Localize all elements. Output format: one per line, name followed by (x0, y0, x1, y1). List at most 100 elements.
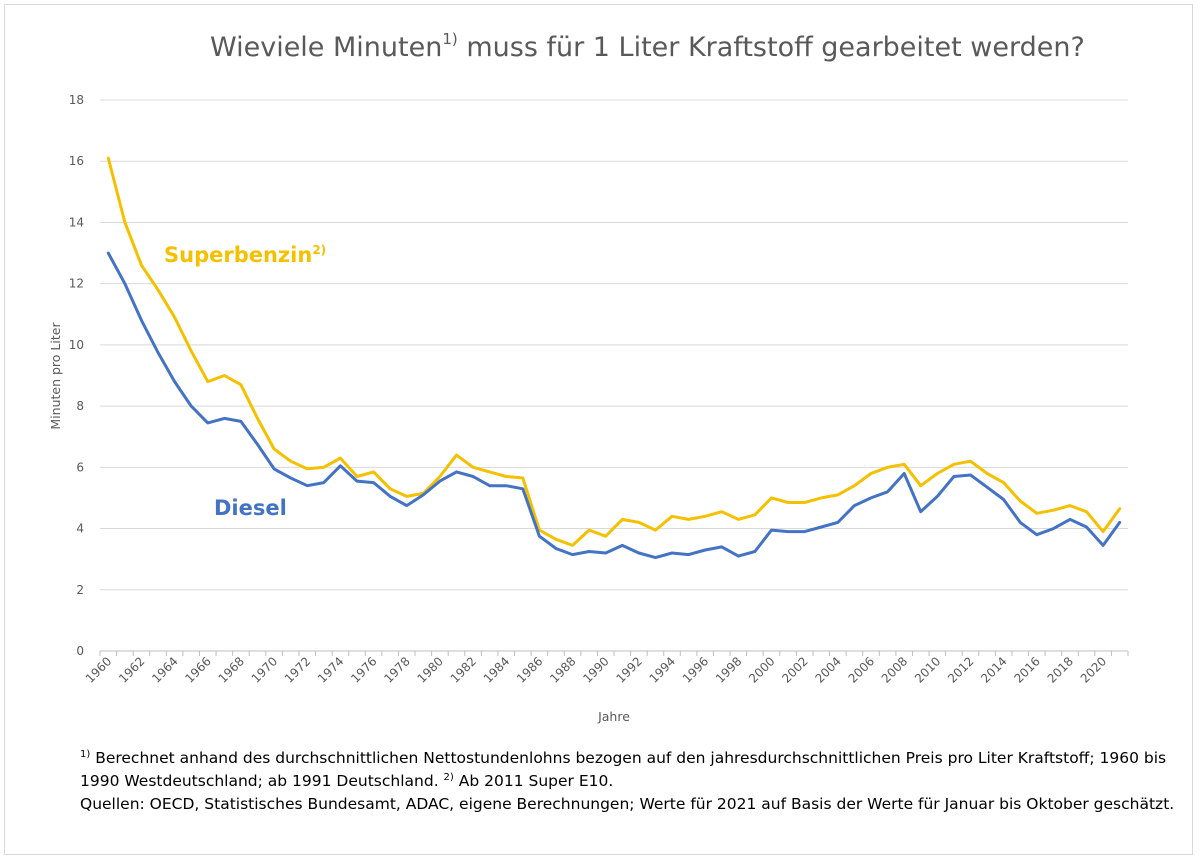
series-lines (106, 156, 1122, 560)
superbenzin-point-2020 (1102, 530, 1104, 532)
y-tick-label-0: 0 (76, 644, 84, 658)
y-tick-label-10: 10 (69, 338, 84, 352)
diesel-point-2021 (1119, 521, 1121, 523)
diesel-point-1971 (289, 477, 291, 479)
superbenzin-point-1983 (488, 471, 490, 473)
x-tick-label-1990: 1990 (580, 654, 611, 685)
x-tick-label-1980: 1980 (415, 654, 446, 685)
x-tick-label-1996: 1996 (680, 654, 711, 685)
diesel-point-1969 (256, 443, 258, 445)
diesel-point-1983 (488, 485, 490, 487)
x-tick-label-2008: 2008 (879, 654, 910, 685)
x-tick-label-1986: 1986 (514, 654, 545, 685)
x-tick-label-2016: 2016 (1011, 654, 1042, 685)
superbenzin-point-2000 (770, 497, 772, 499)
diesel-point-1998 (737, 555, 739, 557)
superbenzin-point-1968 (240, 383, 242, 385)
x-tick-label-1994: 1994 (647, 654, 678, 685)
diesel-point-2017 (1052, 527, 1054, 529)
superbenzin-point-1967 (223, 374, 225, 376)
superbenzin-series-label: Superbenzin2) (164, 243, 326, 267)
y-tick-label-4: 4 (76, 522, 84, 536)
superbenzin-point-2021 (1119, 507, 1121, 509)
x-tick-label-1982: 1982 (448, 654, 479, 685)
diesel-point-1973 (323, 481, 325, 483)
diesel-point-2012 (969, 474, 971, 476)
x-tick-label-1974: 1974 (315, 654, 346, 685)
diesel-point-1964 (173, 380, 175, 382)
superbenzin-point-2019 (1085, 511, 1087, 513)
diesel-point-1982 (472, 475, 474, 477)
x-tick-label-1972: 1972 (282, 654, 313, 685)
diesel-point-2000 (770, 529, 772, 531)
superbenzin-point-2016 (1036, 512, 1038, 514)
diesel-point-1987 (555, 547, 557, 549)
diesel-point-1967 (223, 417, 225, 419)
diesel-point-1996 (704, 549, 706, 551)
x-tick-label-2012: 2012 (945, 654, 976, 685)
chart-title-footnote-mark: 1) (442, 30, 458, 48)
diesel-point-1975 (356, 480, 358, 482)
footnote-1-marker: 1) (80, 749, 91, 760)
diesel-point-1986 (538, 535, 540, 537)
superbenzin-point-1992 (638, 521, 640, 523)
superbenzin-point-1982 (472, 466, 474, 468)
x-axis-ticks: 1960 1962 1964 1966 1968 1970 1972 1974 1976 1978… (83, 654, 1109, 685)
y-tick-label-12: 12 (69, 277, 84, 291)
diesel-line (106, 251, 1122, 560)
superbenzin-point-1965 (190, 350, 192, 352)
diesel-point-1984 (505, 485, 507, 487)
diesel-point-1981 (455, 471, 457, 473)
y-tick-label-16: 16 (69, 154, 84, 168)
footnotes: 1) Berechnet anhand des durchschnittlich… (80, 747, 1175, 816)
superbenzin-point-2004 (837, 494, 839, 496)
superbenzin-point-2003 (820, 497, 822, 499)
diesel-point-2019 (1085, 526, 1087, 528)
x-tick-label-2004: 2004 (812, 654, 843, 685)
diesel-point-1992 (638, 552, 640, 554)
superbenzin-point-1991 (621, 518, 623, 520)
diesel-point-1976 (372, 481, 374, 483)
superbenzin-point-1961 (124, 221, 126, 223)
diesel-point-2001 (787, 530, 789, 532)
diesel-point-1978 (406, 504, 408, 506)
x-tick-label-2020: 2020 (1078, 654, 1109, 685)
diesel-point-1974 (339, 465, 341, 467)
x-tick-label-1978: 1978 (381, 654, 412, 685)
x-tick-label-2002: 2002 (779, 654, 810, 685)
superbenzin-point-2018 (1069, 504, 1071, 506)
superbenzin-point-2014 (1002, 481, 1004, 483)
superbenzin-point-1989 (588, 529, 590, 531)
diesel-point-1972 (306, 485, 308, 487)
diesel-point-2016 (1036, 533, 1038, 535)
diesel-series-label: Diesel (214, 496, 287, 520)
superbenzin-point-1996 (704, 515, 706, 517)
chart-title: Wieviele Minuten1) muss für 1 Liter Kraf… (210, 30, 1085, 64)
y-tick-label-14: 14 (69, 215, 84, 229)
superbenzin-label-text: Superbenzin (164, 243, 312, 267)
superbenzin-point-1993 (654, 529, 656, 531)
diesel-point-2008 (903, 472, 905, 474)
superbenzin-point-1984 (505, 475, 507, 477)
x-axis-title: Jahre (597, 709, 630, 724)
superbenzin-point-1960 (107, 157, 109, 159)
diesel-point-1963 (157, 351, 159, 353)
superbenzin-point-1970 (273, 448, 275, 450)
diesel-point-2005 (853, 504, 855, 506)
superbenzin-point-1974 (339, 457, 341, 459)
diesel-point-1966 (207, 422, 209, 424)
footnote-definition: 1) Berechnet anhand des durchschnittlich… (80, 747, 1175, 793)
superbenzin-point-2015 (1019, 500, 1021, 502)
x-tick-label-1976: 1976 (348, 654, 379, 685)
diesel-point-1968 (240, 420, 242, 422)
superbenzin-point-1995 (687, 518, 689, 520)
diesel-point-1991 (621, 544, 623, 546)
diesel-point-1961 (124, 282, 126, 284)
superbenzin-point-2012 (969, 460, 971, 462)
diesel-point-1993 (654, 556, 656, 558)
chart-title-main: Wieviele Minuten (210, 32, 443, 63)
x-tick-label-2006: 2006 (846, 654, 877, 685)
superbenzin-point-2013 (986, 472, 988, 474)
superbenzin-point-1973 (323, 466, 325, 468)
